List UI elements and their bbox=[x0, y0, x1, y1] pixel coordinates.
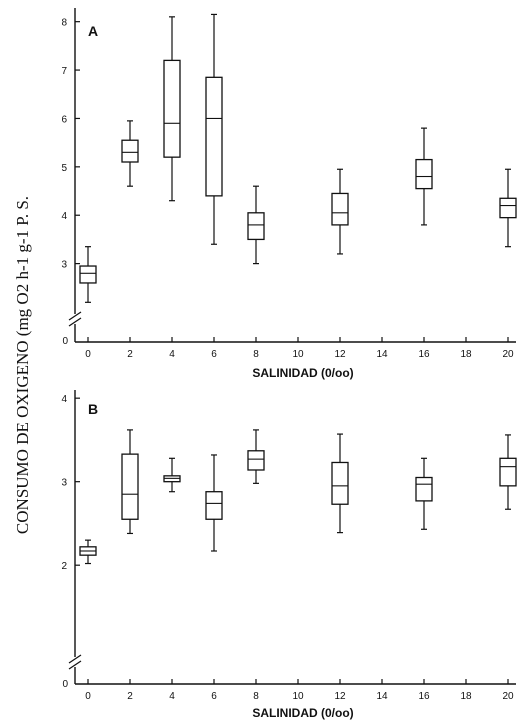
box bbox=[499, 197, 517, 219]
box bbox=[205, 76, 223, 197]
panel-label: B bbox=[88, 401, 98, 417]
x-tick-label: 20 bbox=[502, 349, 514, 360]
y-tick-label: 8 bbox=[61, 18, 67, 29]
x-tick-label: 8 bbox=[253, 691, 259, 702]
box-plot-20 bbox=[499, 434, 517, 510]
box bbox=[499, 457, 517, 487]
y-axis-label: CONSUMO DE OXIGENO (mg O2 h-1 g-1 P. S. bbox=[13, 196, 32, 534]
x-tick-label: 2 bbox=[127, 691, 133, 702]
axis-break-mark bbox=[68, 660, 82, 670]
y-tick-label: 0 bbox=[62, 336, 68, 347]
box bbox=[79, 265, 97, 284]
box bbox=[121, 139, 139, 163]
x-axis-label: SALINIDAD (0/oo) bbox=[252, 366, 353, 380]
x-tick-label: 4 bbox=[169, 349, 175, 360]
axis-break-mark bbox=[68, 311, 82, 321]
box bbox=[163, 59, 181, 158]
box bbox=[331, 461, 349, 505]
x-tick-label: 18 bbox=[460, 349, 472, 360]
box bbox=[247, 450, 265, 471]
x-tick-label: 18 bbox=[460, 691, 472, 702]
box bbox=[331, 192, 349, 226]
y-tick-label: 0 bbox=[62, 679, 68, 690]
x-tick-label: 0 bbox=[85, 691, 91, 702]
x-tick-label: 14 bbox=[376, 691, 388, 702]
box-plot-0 bbox=[79, 539, 97, 565]
x-tick-label: 10 bbox=[292, 691, 304, 702]
x-tick-label: 8 bbox=[253, 349, 259, 360]
x-tick-label: 4 bbox=[169, 691, 175, 702]
axis-break-mark bbox=[68, 654, 82, 664]
panel-a: 0 3 4 5 6 7 8 0 2 4 6 8 10 12 14 16 18 20 SALINIDAD (0/oo)… bbox=[61, 8, 517, 380]
x-axis-label: SALINIDAD (0/oo) bbox=[252, 706, 353, 720]
box bbox=[121, 453, 139, 520]
box-plot-6 bbox=[205, 13, 223, 245]
panel-b: 0 2 3 4 0 2 4 6 8 10 12 14 16 18 20 SALINIDAD (0/oo) B bbox=[61, 390, 517, 720]
x-tick-label: 6 bbox=[211, 691, 217, 702]
box-plot-4 bbox=[163, 457, 181, 493]
box-plot-12 bbox=[331, 433, 349, 534]
y-tick-label: 4 bbox=[61, 211, 67, 222]
x-tick-label: 2 bbox=[127, 349, 133, 360]
y-tick-label: 3 bbox=[61, 260, 67, 271]
box-plot-4 bbox=[163, 16, 181, 202]
box-plot-12 bbox=[331, 168, 349, 255]
y-tick-label: 2 bbox=[61, 561, 67, 572]
box-plot-16 bbox=[415, 127, 433, 226]
box-plot-8 bbox=[247, 185, 265, 265]
x-tick-label: 0 bbox=[85, 349, 91, 360]
y-tick-label: 5 bbox=[61, 163, 67, 174]
box-plot-2 bbox=[121, 120, 139, 187]
x-tick-label: 12 bbox=[334, 691, 346, 702]
y-tick-label: 3 bbox=[61, 478, 67, 489]
box bbox=[415, 158, 433, 190]
y-tick-label: 7 bbox=[61, 66, 67, 77]
y-tick-label: 6 bbox=[61, 114, 67, 125]
box-plot-2 bbox=[121, 429, 139, 535]
box-plot-20 bbox=[499, 168, 517, 248]
box-plot-6 bbox=[205, 454, 223, 552]
x-tick-label: 14 bbox=[376, 349, 388, 360]
box-plot-16 bbox=[415, 457, 433, 530]
x-tick-label: 16 bbox=[418, 691, 430, 702]
box bbox=[247, 212, 265, 241]
panel-label: A bbox=[88, 23, 98, 39]
box bbox=[205, 491, 223, 520]
x-tick-label: 20 bbox=[502, 691, 514, 702]
y-tick-label: 4 bbox=[61, 394, 67, 405]
x-tick-label: 10 bbox=[292, 349, 304, 360]
x-tick-label: 12 bbox=[334, 349, 346, 360]
x-tick-label: 6 bbox=[211, 349, 217, 360]
box-plot-8 bbox=[247, 429, 265, 484]
axis-break-mark bbox=[68, 317, 82, 327]
box bbox=[415, 476, 433, 502]
box-plot-0 bbox=[79, 246, 97, 303]
x-tick-label: 16 bbox=[418, 349, 430, 360]
